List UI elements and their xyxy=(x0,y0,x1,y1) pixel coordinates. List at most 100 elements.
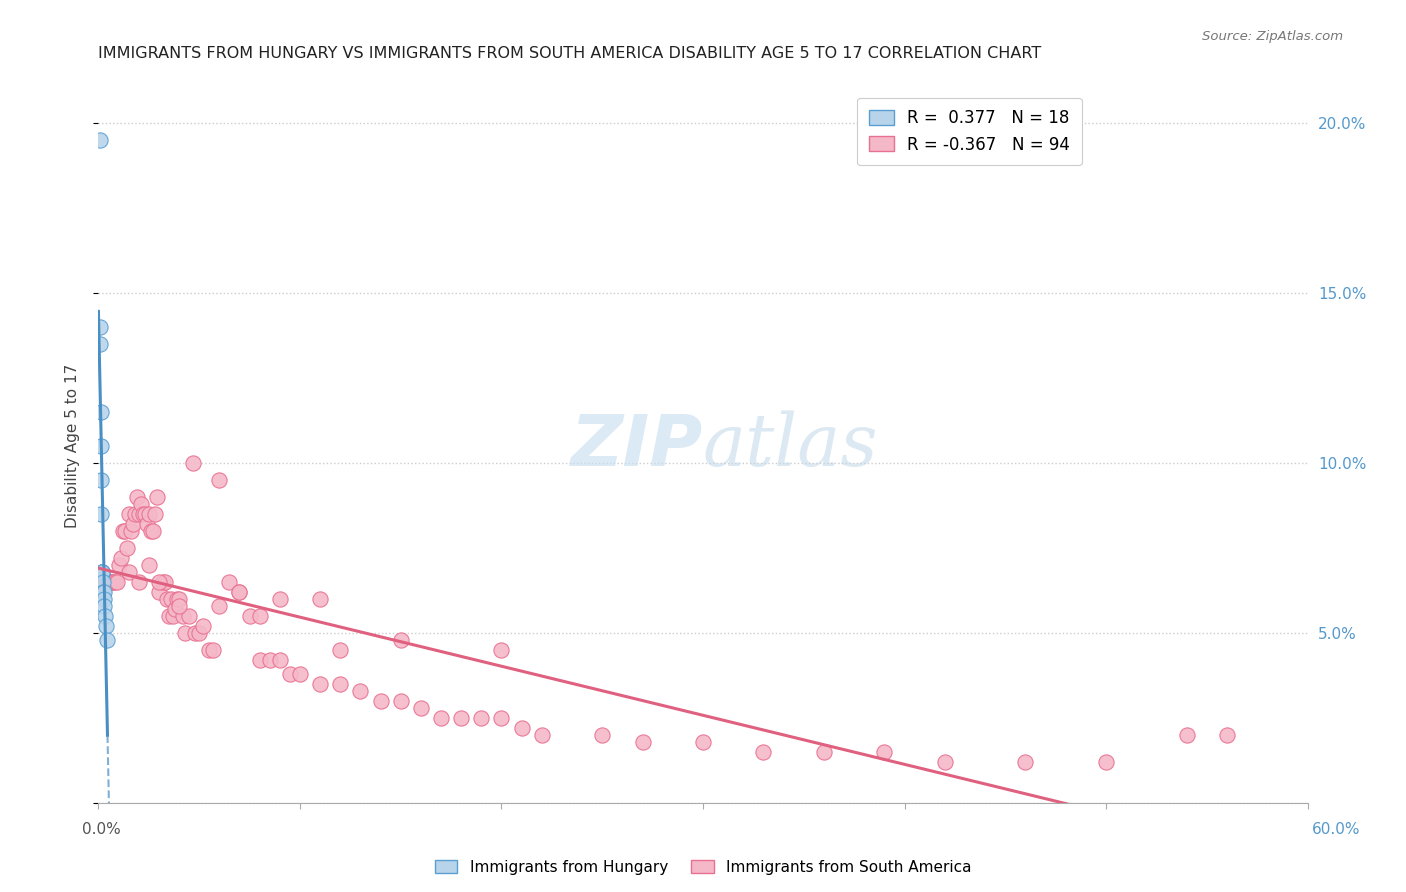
Point xyxy=(129,497,152,511)
Legend: Immigrants from Hungary, Immigrants from South America: Immigrants from Hungary, Immigrants from… xyxy=(429,854,977,880)
Point xyxy=(128,574,150,589)
Point xyxy=(148,574,170,589)
Text: IMMIGRANTS FROM HUNGARY VS IMMIGRANTS FROM SOUTH AMERICA DISABILITY AGE 5 TO 17 : IMMIGRANTS FROM HUNGARY VS IMMIGRANTS FR… xyxy=(98,46,1042,61)
Point xyxy=(91,574,114,589)
Point xyxy=(125,490,148,504)
Point xyxy=(167,599,190,613)
Point xyxy=(309,591,332,606)
Point xyxy=(873,745,896,759)
Point xyxy=(813,745,835,759)
Point xyxy=(202,643,225,657)
Point xyxy=(138,507,160,521)
Point xyxy=(89,337,111,351)
Point xyxy=(181,456,204,470)
Point xyxy=(370,694,392,708)
Point xyxy=(160,591,183,606)
Point xyxy=(288,666,311,681)
Point xyxy=(631,734,654,748)
Point xyxy=(94,608,117,623)
Point xyxy=(1216,728,1239,742)
Point xyxy=(179,608,201,623)
Point xyxy=(934,755,956,769)
Point xyxy=(389,694,412,708)
Point xyxy=(124,507,146,521)
Point xyxy=(146,490,169,504)
Text: ZIP: ZIP xyxy=(571,411,703,481)
Point xyxy=(470,711,492,725)
Point xyxy=(269,591,291,606)
Point xyxy=(89,133,111,147)
Point xyxy=(510,721,533,735)
Point xyxy=(93,591,115,606)
Point xyxy=(143,507,166,521)
Point xyxy=(105,574,128,589)
Point xyxy=(157,608,180,623)
Point xyxy=(450,711,472,725)
Point xyxy=(198,643,221,657)
Point xyxy=(166,591,188,606)
Text: 60.0%: 60.0% xyxy=(1312,822,1360,837)
Point xyxy=(101,574,124,589)
Point xyxy=(93,599,115,613)
Point xyxy=(172,608,194,623)
Point xyxy=(139,524,162,538)
Point xyxy=(218,574,240,589)
Point xyxy=(118,565,141,579)
Point xyxy=(91,565,114,579)
Point xyxy=(239,608,262,623)
Point xyxy=(167,591,190,606)
Point xyxy=(249,653,271,667)
Point xyxy=(138,558,160,572)
Point xyxy=(103,574,125,589)
Point xyxy=(128,507,150,521)
Point xyxy=(259,653,281,667)
Point xyxy=(132,507,155,521)
Point xyxy=(278,666,301,681)
Point xyxy=(120,524,142,538)
Point xyxy=(530,728,553,742)
Point xyxy=(163,602,186,616)
Text: 0.0%: 0.0% xyxy=(82,822,121,837)
Point xyxy=(152,574,174,589)
Point xyxy=(329,677,352,691)
Point xyxy=(208,473,231,487)
Point xyxy=(153,574,176,589)
Point xyxy=(96,619,118,633)
Point xyxy=(389,632,412,647)
Point xyxy=(692,734,714,748)
Point xyxy=(752,745,775,759)
Point xyxy=(90,405,112,419)
Point xyxy=(409,700,432,714)
Point xyxy=(156,591,179,606)
Point xyxy=(269,653,291,667)
Point xyxy=(188,626,211,640)
Point xyxy=(174,626,197,640)
Point xyxy=(91,565,114,579)
Point xyxy=(91,585,114,599)
Point xyxy=(111,524,134,538)
Point xyxy=(97,574,120,589)
Point xyxy=(491,643,513,657)
Point xyxy=(114,524,136,538)
Point xyxy=(89,320,111,334)
Point xyxy=(208,599,231,613)
Point xyxy=(148,585,170,599)
Text: atlas: atlas xyxy=(703,410,879,482)
Point xyxy=(349,683,371,698)
Point xyxy=(110,551,132,566)
Point xyxy=(162,608,184,623)
Point xyxy=(115,541,138,555)
Point xyxy=(1175,728,1198,742)
Point xyxy=(249,608,271,623)
Point xyxy=(93,574,115,589)
Point xyxy=(329,643,352,657)
Point xyxy=(90,473,112,487)
Point xyxy=(1014,755,1036,769)
Point xyxy=(90,507,112,521)
Point xyxy=(91,565,114,579)
Point xyxy=(430,711,453,725)
Point xyxy=(228,585,250,599)
Point xyxy=(184,626,207,640)
Point xyxy=(134,507,156,521)
Point xyxy=(491,711,513,725)
